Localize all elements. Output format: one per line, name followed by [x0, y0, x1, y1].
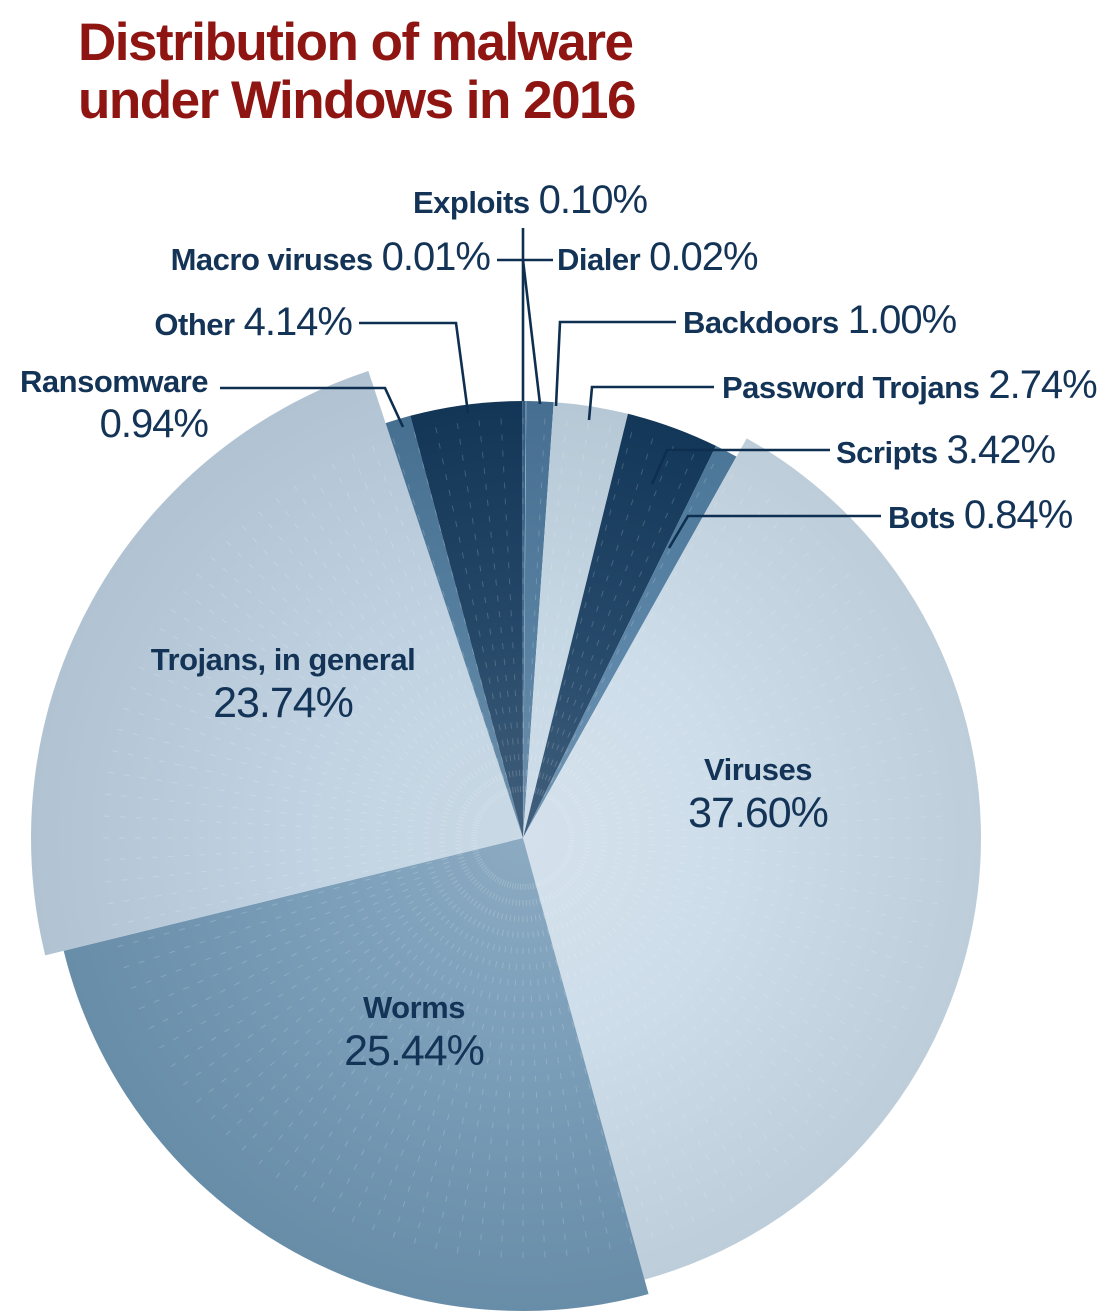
slice-dialer [523, 401, 527, 838]
leader-lines [220, 228, 881, 549]
chart-title-line1: Distribution of malware [78, 13, 634, 72]
slice-trojans-in-general [31, 370, 523, 956]
leader-scripts [650, 448, 830, 485]
leader-other [359, 321, 470, 414]
slice-other [410, 401, 523, 838]
slice-backdoors [523, 401, 554, 838]
slice-scripts [523, 413, 717, 838]
slice-worms [63, 838, 649, 1312]
leader-backdoors [554, 320, 676, 407]
chart-title: Distribution of malware under Windows in… [78, 13, 637, 130]
slice-ransomware [385, 415, 523, 838]
leader-ransomware [220, 386, 405, 428]
pie-slices [31, 370, 981, 1312]
chart-title-line2: under Windows in 2016 [78, 71, 637, 130]
slice-password-trojans [523, 402, 628, 838]
slice-viruses [523, 438, 981, 1280]
slice-exploits [523, 401, 526, 838]
leader-password-trojans [587, 385, 714, 421]
leader-dialer [521, 259, 542, 405]
leader-bots [667, 514, 881, 549]
slice-bots [523, 445, 737, 838]
